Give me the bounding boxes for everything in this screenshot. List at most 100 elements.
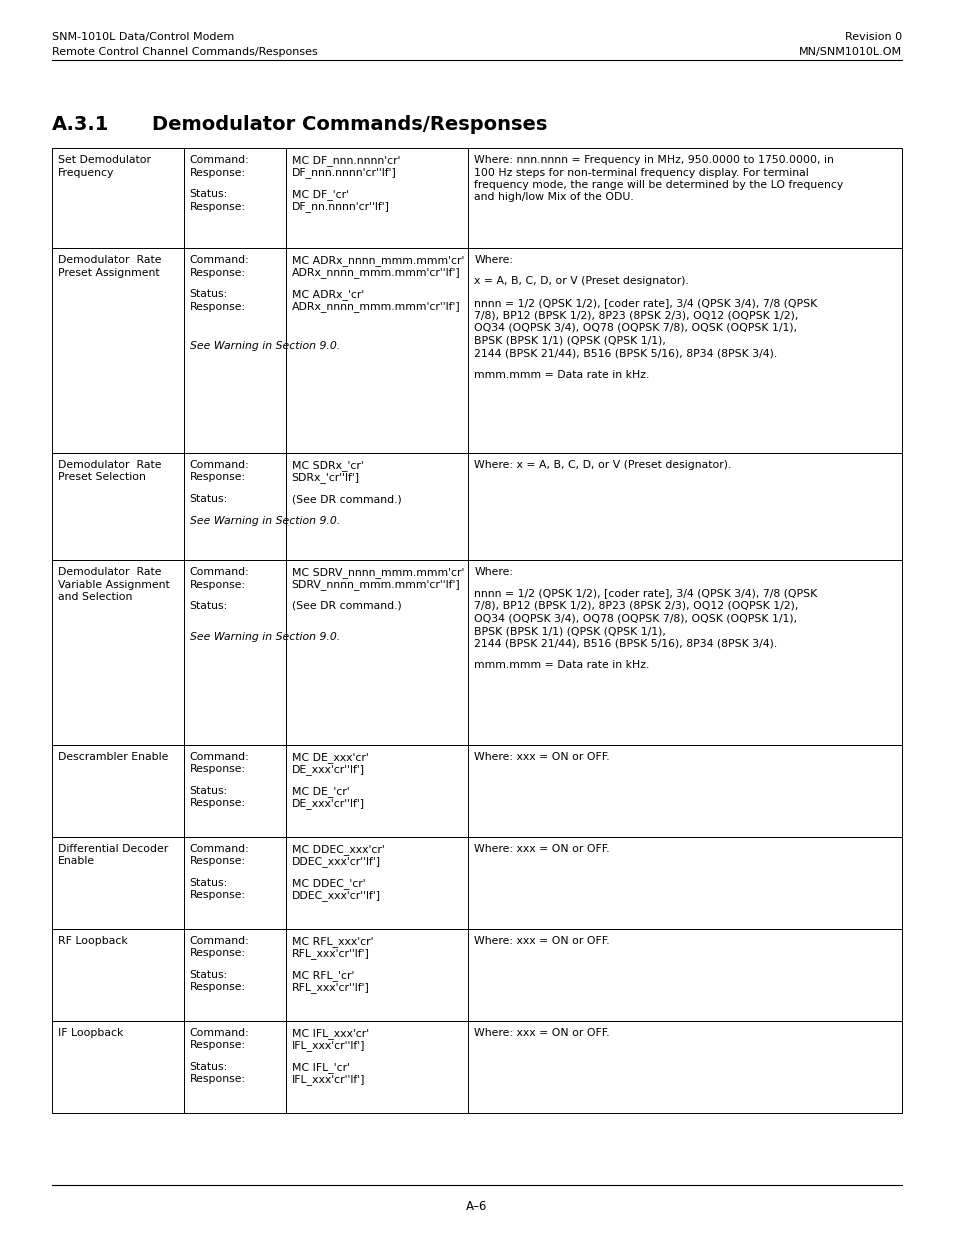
Text: IFL_xxx'cr''lf']: IFL_xxx'cr''lf']	[292, 1041, 365, 1051]
Text: SDRV_nnnn_mmm.mmm'cr''lf']: SDRV_nnnn_mmm.mmm'cr''lf']	[292, 579, 460, 590]
Text: MC DE_xxx'cr': MC DE_xxx'cr'	[292, 752, 368, 763]
Bar	[468, 837, 901, 929]
Text: MC DF_'cr': MC DF_'cr'	[292, 189, 349, 200]
Text: mmm.mmm = Data rate in kHz.: mmm.mmm = Data rate in kHz.	[474, 369, 649, 379]
Text: RF Loopback: RF Loopback	[58, 936, 128, 946]
Text: Where: xxx = ON or OFF.: Where: xxx = ON or OFF.	[474, 752, 610, 762]
Text: MC RFL_'cr': MC RFL_'cr'	[292, 969, 354, 981]
Text: Response:: Response:	[190, 983, 246, 993]
Text: MC RFL_xxx'cr': MC RFL_xxx'cr'	[292, 936, 373, 947]
Text: mmm.mmm = Data rate in kHz.: mmm.mmm = Data rate in kHz.	[474, 659, 649, 671]
Text: Response:: Response:	[190, 268, 246, 278]
Text: Response:: Response:	[190, 799, 246, 809]
Bar	[52, 745, 184, 837]
Bar	[184, 745, 286, 837]
Bar	[468, 148, 901, 248]
Text: x = A, B, C, D, or V (Preset designator).: x = A, B, C, D, or V (Preset designator)…	[474, 277, 689, 287]
Text: (See DR command.): (See DR command.)	[292, 494, 401, 504]
Text: Command:: Command:	[190, 567, 250, 577]
Text: MC DE_'cr': MC DE_'cr'	[292, 785, 349, 797]
Text: BPSK (BPSK 1/1) (QPSK (QPSK 1/1),: BPSK (BPSK 1/1) (QPSK (QPSK 1/1),	[474, 626, 666, 636]
Bar	[286, 837, 468, 929]
Bar	[52, 559, 184, 745]
Bar	[286, 1021, 468, 1113]
Text: Command:: Command:	[190, 936, 250, 946]
Bar	[468, 248, 901, 453]
Text: Preset Selection: Preset Selection	[58, 473, 146, 483]
Text: See Warning in Section 9.0.: See Warning in Section 9.0.	[190, 631, 339, 641]
Bar	[468, 559, 901, 745]
Text: Status:: Status:	[190, 289, 228, 299]
Text: Revision 0: Revision 0	[844, 32, 901, 42]
Text: Command:: Command:	[190, 752, 250, 762]
Text: DE_xxx'cr''lf']: DE_xxx'cr''lf']	[292, 799, 364, 809]
Bar	[468, 1021, 901, 1113]
Text: Demodulator  Rate: Demodulator Rate	[58, 459, 161, 471]
Text: DF_nnn.nnnn'cr''lf']: DF_nnn.nnnn'cr''lf']	[292, 168, 396, 178]
Bar	[52, 248, 184, 453]
Text: Where: nnn.nnnn = Frequency in MHz, 950.0000 to 1750.0000, in: Where: nnn.nnnn = Frequency in MHz, 950.…	[474, 156, 834, 165]
Text: ADRx_nnnn_mmm.mmm'cr''lf']: ADRx_nnnn_mmm.mmm'cr''lf']	[292, 301, 460, 312]
Text: and Selection: and Selection	[58, 592, 132, 601]
Bar	[286, 148, 468, 248]
Text: 2144 (BPSK 21/44), B516 (BPSK 5/16), 8P34 (8PSK 3/4).: 2144 (BPSK 21/44), B516 (BPSK 5/16), 8P3…	[474, 348, 777, 358]
Text: Preset Assignment: Preset Assignment	[58, 268, 159, 278]
Text: Where: xxx = ON or OFF.: Where: xxx = ON or OFF.	[474, 1028, 610, 1037]
Text: MC DDEC_xxx'cr': MC DDEC_xxx'cr'	[292, 844, 384, 855]
Bar	[468, 453, 901, 559]
Text: ADRx_nnnn_mmm.mmm'cr''lf']: ADRx_nnnn_mmm.mmm'cr''lf']	[292, 268, 460, 278]
Text: Command:: Command:	[190, 844, 250, 853]
Bar	[286, 929, 468, 1021]
Text: Where:: Where:	[474, 567, 513, 577]
Text: Demodulator Commands/Responses: Demodulator Commands/Responses	[152, 115, 547, 135]
Bar	[184, 559, 286, 745]
Text: MC SDRx_'cr': MC SDRx_'cr'	[292, 459, 363, 471]
Text: Response:: Response:	[190, 301, 246, 311]
Bar	[184, 248, 286, 453]
Text: Command:: Command:	[190, 156, 250, 165]
Bar	[52, 453, 184, 559]
Text: Set Demodulator: Set Demodulator	[58, 156, 151, 165]
Text: SNM-1010L Data/Control Modem: SNM-1010L Data/Control Modem	[52, 32, 234, 42]
Text: MC SDRV_nnnn_mmm.mmm'cr': MC SDRV_nnnn_mmm.mmm'cr'	[292, 567, 464, 578]
Bar	[184, 837, 286, 929]
Text: Response:: Response:	[190, 168, 246, 178]
Text: RFL_xxx'cr''lf']: RFL_xxx'cr''lf']	[292, 983, 369, 993]
Text: Command:: Command:	[190, 1028, 250, 1037]
Text: Status:: Status:	[190, 969, 228, 981]
Text: Response:: Response:	[190, 473, 246, 483]
Bar	[286, 248, 468, 453]
Text: Where:: Where:	[474, 254, 513, 266]
Text: MC IFL_xxx'cr': MC IFL_xxx'cr'	[292, 1028, 369, 1039]
Text: nnnn = 1/2 (QPSK 1/2), [coder rate], 3/4 (QPSK 3/4), 7/8 (QPSK: nnnn = 1/2 (QPSK 1/2), [coder rate], 3/4…	[474, 589, 817, 599]
Text: Demodulator  Rate: Demodulator Rate	[58, 567, 161, 577]
Text: Response:: Response:	[190, 764, 246, 774]
Text: Demodulator  Rate: Demodulator Rate	[58, 254, 161, 266]
Text: Where: x = A, B, C, D, or V (Preset designator).: Where: x = A, B, C, D, or V (Preset desi…	[474, 459, 731, 471]
Text: and high/low Mix of the ODU.: and high/low Mix of the ODU.	[474, 193, 634, 203]
Text: Variable Assignment: Variable Assignment	[58, 579, 170, 589]
Text: nnnn = 1/2 (QPSK 1/2), [coder rate], 3/4 (QPSK 3/4), 7/8 (QPSK: nnnn = 1/2 (QPSK 1/2), [coder rate], 3/4…	[474, 298, 817, 308]
Text: Where: xxx = ON or OFF.: Where: xxx = ON or OFF.	[474, 936, 610, 946]
Text: (See DR command.): (See DR command.)	[292, 601, 401, 611]
Bar	[286, 745, 468, 837]
Bar	[52, 837, 184, 929]
Text: Differential Decoder: Differential Decoder	[58, 844, 168, 853]
Text: DF_nn.nnnn'cr''lf']: DF_nn.nnnn'cr''lf']	[292, 201, 390, 212]
Bar	[286, 559, 468, 745]
Text: IF Loopback: IF Loopback	[58, 1028, 123, 1037]
Text: Enable: Enable	[58, 857, 95, 867]
Text: Status:: Status:	[190, 878, 228, 888]
Bar	[468, 929, 901, 1021]
Bar	[52, 929, 184, 1021]
Bar	[52, 148, 184, 248]
Text: See Warning in Section 9.0.: See Warning in Section 9.0.	[190, 515, 339, 526]
Text: frequency mode, the range will be determined by the LO frequency: frequency mode, the range will be determ…	[474, 180, 842, 190]
Text: 7/8), BP12 (BPSK 1/2), 8P23 (8PSK 2/3), OQ12 (OQPSK 1/2),: 7/8), BP12 (BPSK 1/2), 8P23 (8PSK 2/3), …	[474, 310, 798, 321]
Text: MN/SNM1010L.OM: MN/SNM1010L.OM	[798, 47, 901, 57]
Text: SDRx_'cr''lf']: SDRx_'cr''lf']	[292, 473, 359, 483]
Text: Command:: Command:	[190, 254, 250, 266]
Text: OQ34 (OQPSK 3/4), OQ78 (OQPSK 7/8), OQSK (OQPSK 1/1),: OQ34 (OQPSK 3/4), OQ78 (OQPSK 7/8), OQSK…	[474, 324, 797, 333]
Text: Response:: Response:	[190, 579, 246, 589]
Text: BPSK (BPSK 1/1) (QPSK (QPSK 1/1),: BPSK (BPSK 1/1) (QPSK (QPSK 1/1),	[474, 336, 666, 346]
